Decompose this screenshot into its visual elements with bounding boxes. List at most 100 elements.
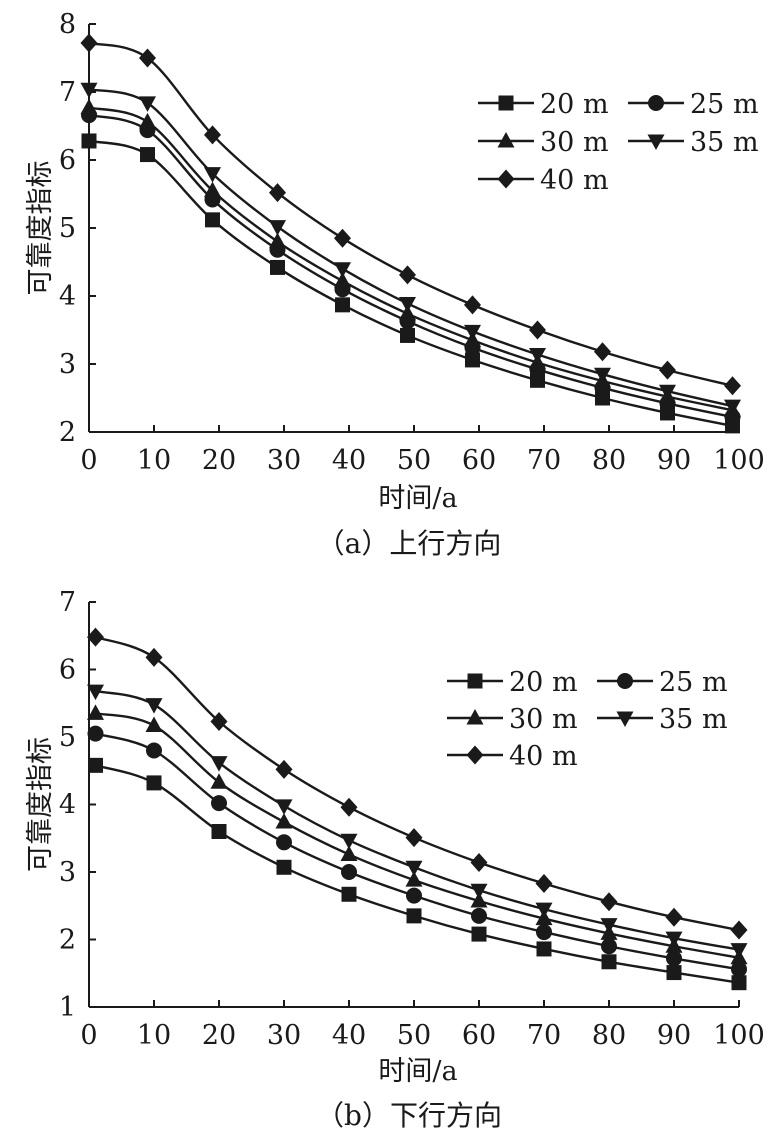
y-tick-label: 3: [59, 857, 76, 888]
data-point: [211, 824, 227, 839]
y-tick-label: 5: [59, 722, 76, 753]
y-tick-label: 6: [59, 655, 76, 686]
series-line: [95, 764, 740, 984]
data-point: [145, 716, 163, 733]
y-tick-label: 1: [59, 992, 76, 1023]
y-tick-label: 3: [59, 349, 76, 380]
series-3: [80, 82, 741, 416]
data-point: [341, 886, 357, 902]
x-tick-label: 80: [592, 1020, 626, 1051]
series-1: [87, 725, 747, 978]
legend-item: 20 m: [447, 667, 578, 698]
data-point: [730, 920, 748, 940]
data-point: [139, 48, 156, 68]
x-tick-label: 40: [332, 445, 366, 476]
data-point: [659, 384, 676, 401]
data-point: [399, 265, 416, 285]
data-point: [80, 82, 98, 99]
legend-item: 30 m: [447, 704, 578, 735]
legend-label: 35 m: [659, 704, 728, 735]
panel-caption: （a）上行方向: [317, 527, 502, 560]
y-tick-label: 4: [59, 281, 76, 312]
y-tick-label: 2: [59, 925, 76, 956]
y-tick-label: 6: [59, 145, 76, 176]
legend-item: 30 m: [478, 127, 609, 158]
y-tick-label: 7: [59, 77, 76, 108]
legend-marker: [616, 711, 634, 727]
legend-label: 30 m: [540, 127, 609, 158]
legend-marker: [617, 673, 633, 689]
data-point: [87, 704, 104, 720]
legend-marker: [466, 709, 484, 725]
y-axis-title: 可靠度指标: [25, 737, 56, 872]
data-point: [269, 220, 286, 236]
legend-item: 35 m: [597, 704, 728, 735]
legend-item: 25 m: [628, 89, 759, 120]
legend-marker: [647, 134, 665, 150]
data-point: [80, 98, 98, 115]
data-point: [146, 775, 162, 791]
data-point: [210, 711, 228, 731]
legend-label: 30 m: [509, 704, 578, 735]
x-axis-title: 时间/a: [378, 1056, 457, 1087]
x-tick-label: 70: [527, 445, 561, 476]
y-tick-label: 2: [59, 417, 76, 448]
x-tick-label: 60: [462, 445, 496, 476]
data-point: [146, 742, 162, 759]
series-line: [95, 732, 740, 971]
data-point: [139, 96, 156, 112]
data-point: [275, 813, 293, 829]
data-point: [405, 871, 423, 887]
x-tick-label: 10: [137, 1020, 171, 1051]
data-point: [276, 859, 292, 875]
legend-marker: [497, 132, 515, 148]
data-point: [529, 320, 546, 340]
data-point: [87, 684, 104, 701]
data-point: [80, 33, 98, 53]
legend-item: 40 m: [478, 165, 609, 196]
y-tick-label: 5: [59, 213, 76, 244]
series-4: [80, 33, 741, 396]
data-point: [210, 756, 228, 772]
data-point: [87, 725, 104, 742]
data-point: [731, 961, 747, 978]
legend-marker: [467, 673, 483, 689]
data-point: [276, 834, 292, 851]
x-tick-label: 60: [462, 1020, 496, 1051]
data-point: [405, 860, 423, 877]
legend-item: 35 m: [628, 127, 759, 158]
chart-panel-b: 0 10 20 30 40 50 60 70 80 90 100 1 2 3 4 5 6 7 时间/a 可靠度指标 （b…: [25, 587, 765, 1132]
x-tick-label: 80: [592, 445, 626, 476]
data-point: [535, 902, 553, 919]
data-point: [464, 295, 481, 315]
data-point: [334, 272, 351, 288]
y-axis-title: 可靠度指标: [25, 161, 56, 296]
x-tick-label: 20: [202, 445, 236, 476]
chart-panel-a: 0 10 20 30 40 50 60 70 80 90 100 2 3 4 5 6 7 8 时间/a 可靠度指标 （a…: [25, 9, 765, 560]
data-point: [275, 759, 293, 779]
data-point: [665, 907, 683, 927]
x-tick-label: 10: [137, 445, 171, 476]
legend-item: 40 m: [447, 741, 578, 772]
data-point: [601, 954, 617, 970]
legend-label: 20 m: [540, 89, 609, 120]
data-point: [666, 950, 682, 967]
legend-marker: [498, 95, 514, 111]
data-point: [730, 943, 748, 959]
series-2: [87, 704, 748, 965]
legend-label: 25 m: [690, 89, 759, 120]
data-point: [340, 833, 358, 850]
data-point: [270, 259, 285, 275]
data-point: [145, 698, 163, 714]
legend: 20 m 25 m 30 m 35 m 40 m: [478, 89, 759, 196]
x-tick-label: 100: [713, 1020, 765, 1051]
data-point: [269, 183, 286, 203]
data-point: [88, 757, 103, 773]
data-point: [529, 347, 546, 364]
x-tick-label: 40: [332, 1020, 366, 1051]
series-2: [80, 98, 741, 417]
legend-label: 35 m: [690, 127, 759, 158]
data-point: [406, 887, 422, 904]
data-point: [470, 853, 488, 873]
data-point: [205, 212, 220, 228]
